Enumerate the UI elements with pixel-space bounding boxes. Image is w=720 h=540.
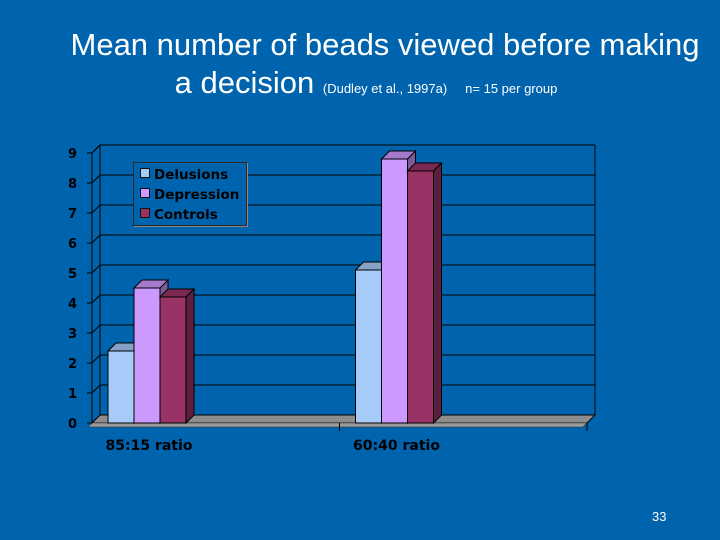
- y-tick-label: 3: [68, 327, 77, 342]
- sample-note: n= 15 per group: [465, 81, 558, 96]
- title-line-1: Mean number of beads viewed before makin…: [70, 27, 700, 62]
- bar-delusions-0: [107, 350, 135, 424]
- bar-controls-1: [407, 170, 434, 424]
- gridline-side: [91, 144, 101, 154]
- legend-swatch-delusions: [140, 168, 150, 178]
- gridline-side: [91, 264, 101, 274]
- gridline-side: [91, 234, 101, 244]
- legend-label-controls: Controls: [154, 207, 218, 223]
- legend-item-delusions: Delusions: [140, 166, 228, 184]
- legend-item-depression: Depression: [140, 186, 239, 204]
- y-tick-label: 2: [68, 357, 77, 372]
- legend-swatch-depression: [140, 188, 150, 198]
- gridline-side: [91, 324, 101, 334]
- y-tick-label: 9: [68, 147, 77, 162]
- title-main-text: a decision: [174, 65, 315, 100]
- slide-number: 33: [652, 509, 667, 524]
- bar-side-controls-1: [433, 161, 442, 425]
- y-tick-label: 8: [68, 177, 77, 192]
- slide-title: Mean number of beads viewed before makin…: [0, 26, 720, 108]
- legend-item-controls: Controls: [140, 206, 218, 224]
- legend-label-depression: Depression: [154, 187, 240, 203]
- citation: (Dudley et al., 1997a): [322, 81, 448, 96]
- y-tick-label: 6: [68, 237, 77, 252]
- gridline-side: [91, 354, 101, 364]
- x-category-label: 60:40 ratio: [353, 438, 440, 454]
- bar-side-controls-0: [185, 287, 195, 425]
- y-tick-label: 4: [68, 297, 77, 312]
- gridline-side: [91, 294, 101, 304]
- y-tick-label: 1: [68, 387, 77, 402]
- x-category-label: 85:15 ratio: [106, 438, 193, 454]
- y-tick-label: 0: [68, 417, 77, 432]
- bar-depression-1: [381, 158, 408, 424]
- y-tick-label: 5: [68, 267, 77, 282]
- floor-edge: [87, 422, 588, 428]
- side-wall: [91, 143, 101, 425]
- legend-label-delusions: Delusions: [154, 167, 229, 183]
- y-tick-label: 7: [68, 207, 77, 222]
- gridline-side: [91, 204, 101, 214]
- gridline-side: [91, 174, 101, 184]
- legend-swatch-controls: [140, 208, 150, 218]
- title-line-2: a decision (Dudley et al., 1997a) n= 15 p…: [0, 64, 720, 108]
- chart-legend: Delusions Depression Controls: [133, 162, 247, 226]
- bar-delusions-1: [355, 269, 382, 424]
- bar-depression-0: [133, 287, 161, 424]
- bar-controls-0: [159, 296, 187, 424]
- gridline-side: [91, 384, 101, 394]
